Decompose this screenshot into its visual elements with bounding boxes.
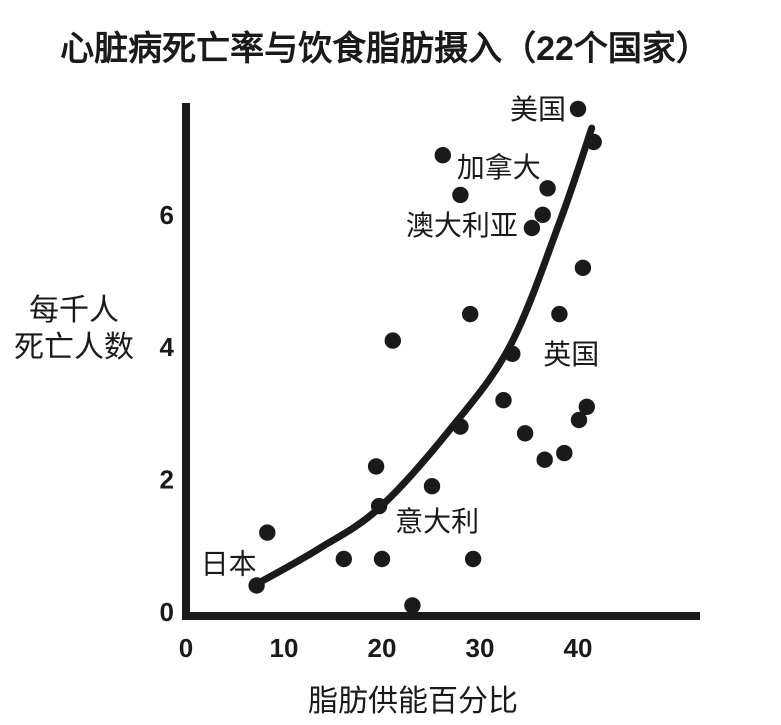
x-tick-labels: 0 10 20 30 40 — [179, 633, 593, 663]
country-label: 美国 — [510, 94, 566, 125]
data-point — [452, 418, 469, 435]
scatter-points — [248, 100, 602, 614]
country-label: 英国 — [543, 339, 599, 370]
data-point — [373, 550, 391, 568]
data-point — [516, 425, 534, 442]
data-point — [551, 305, 568, 323]
country-label: 加拿大 — [457, 152, 541, 183]
data-point — [384, 332, 401, 349]
data-point — [248, 577, 265, 594]
data-point — [423, 478, 441, 495]
country-label: 日本 — [201, 549, 257, 580]
country-label: 澳大利亚 — [406, 210, 518, 241]
data-point — [523, 219, 541, 237]
country-label: 意大利 — [395, 506, 479, 537]
data-point — [404, 597, 421, 614]
data-point — [536, 451, 553, 468]
data-point — [495, 392, 512, 409]
x-tick-label: 10 — [270, 633, 299, 663]
data-point — [434, 147, 451, 164]
x-tick-label: 0 — [179, 633, 193, 663]
y-tick-label: 6 — [160, 200, 174, 230]
y-axis-title-line: 每千人 — [29, 294, 119, 327]
data-point — [367, 458, 385, 475]
data-point — [335, 550, 352, 568]
y-axis-title-line: 死亡人数 — [14, 331, 134, 364]
x-tick-label: 30 — [466, 633, 495, 663]
axis-lines — [182, 103, 700, 620]
data-point — [464, 550, 482, 568]
data-point — [452, 186, 469, 204]
data-point — [569, 100, 587, 118]
chart-title: 心脏病死亡率与饮食脂肪摄入（22个国家） — [60, 29, 710, 68]
y-tick-label: 0 — [160, 597, 174, 627]
y-tick-label: 2 — [160, 465, 174, 495]
data-point — [585, 133, 602, 151]
data-point — [534, 206, 551, 223]
data-point — [462, 305, 479, 323]
data-point — [556, 444, 573, 462]
y-tick-labels: 0 2 4 6 — [160, 200, 175, 627]
data-point — [539, 180, 556, 197]
x-axis-title: 脂肪供能百分比 — [308, 685, 518, 718]
data-point — [370, 497, 388, 515]
y-tick-label: 4 — [160, 332, 175, 362]
x-tick-label: 40 — [564, 633, 593, 663]
data-point — [578, 398, 595, 415]
data-point — [570, 411, 588, 429]
x-tick-label: 20 — [368, 633, 397, 663]
data-point — [574, 259, 592, 276]
data-point — [504, 345, 521, 362]
data-point — [259, 524, 276, 541]
